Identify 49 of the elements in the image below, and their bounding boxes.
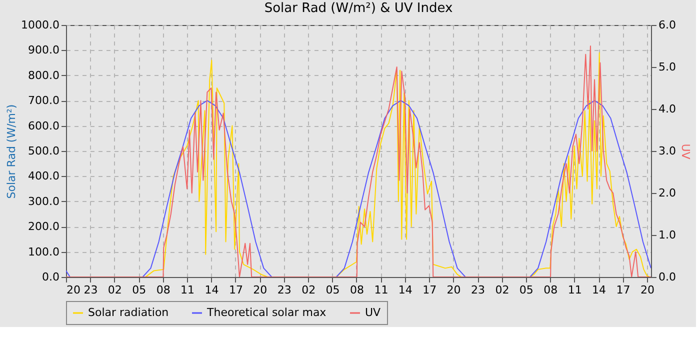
x-tick-label: 23 <box>471 284 486 296</box>
x-tick-label: 02 <box>495 284 510 296</box>
x-tick-label: 20 <box>66 284 80 296</box>
y2-tick-label: 4.0 <box>658 102 676 116</box>
y2-tick-label: 3.0 <box>658 144 676 158</box>
y-tick-label: 900.0 <box>28 44 60 57</box>
x-tick-label: 08 <box>544 284 558 296</box>
x-tick-label: 05 <box>132 284 146 296</box>
y-tick-label: 100.0 <box>28 245 60 258</box>
y-tick-label: 500.0 <box>28 144 60 158</box>
x-tick-label: 11 <box>374 284 388 296</box>
chart-title: Solar Rad (W/m²) & UV Index <box>264 1 453 16</box>
x-tick-label: 20 <box>640 284 654 296</box>
y-tick-label: 800.0 <box>28 68 60 82</box>
y2-tick-label: 0.0 <box>658 270 676 284</box>
legend-label: Solar radiation <box>88 306 169 319</box>
y2-tick-label: 5.0 <box>658 60 676 74</box>
x-tick-label: 05 <box>519 284 534 296</box>
y2-tick-label: 2.0 <box>658 186 676 200</box>
x-tick-label: 02 <box>302 284 316 296</box>
x-tick-label: 05 <box>326 284 340 296</box>
x-tick-label: 14 <box>204 284 219 296</box>
x-tick-label: 17 <box>422 284 437 296</box>
y2-tick-label: 1.0 <box>658 228 676 242</box>
x-tick-label: 14 <box>592 284 606 296</box>
x-tick-label: 02 <box>108 284 122 296</box>
y2-axis-title: UV <box>678 144 692 160</box>
y-tick-label: 700.0 <box>28 94 60 108</box>
x-tick-label: 23 <box>84 284 98 296</box>
x-tick-label: 17 <box>616 284 630 296</box>
y-tick-label: 200.0 <box>28 220 60 234</box>
x-tick-label: 11 <box>568 284 582 296</box>
y-tick-label: 300.0 <box>28 194 60 208</box>
legend-label: Theoretical solar max <box>206 306 327 319</box>
x-tick-label: 20 <box>446 284 461 296</box>
x-tick-label: 20 <box>253 284 268 296</box>
y-tick-label: 400.0 <box>28 170 60 183</box>
x-tick-label: 11 <box>180 284 195 296</box>
x-tick-label: 23 <box>277 284 292 296</box>
x-tick-label: 08 <box>156 284 170 296</box>
legend-label: UV <box>365 306 382 319</box>
x-tick-label: 14 <box>398 284 412 296</box>
y-axis-title: Solar Rad (W/m²) <box>5 104 18 199</box>
y-tick-label: 1000.0 <box>21 18 60 32</box>
y-tick-label: 600.0 <box>28 119 60 132</box>
x-tick-label: 17 <box>228 284 243 296</box>
x-tick-label: 08 <box>350 284 364 296</box>
y2-tick-label: 6.0 <box>658 18 676 32</box>
y-tick-label: 0.0 <box>42 270 60 284</box>
